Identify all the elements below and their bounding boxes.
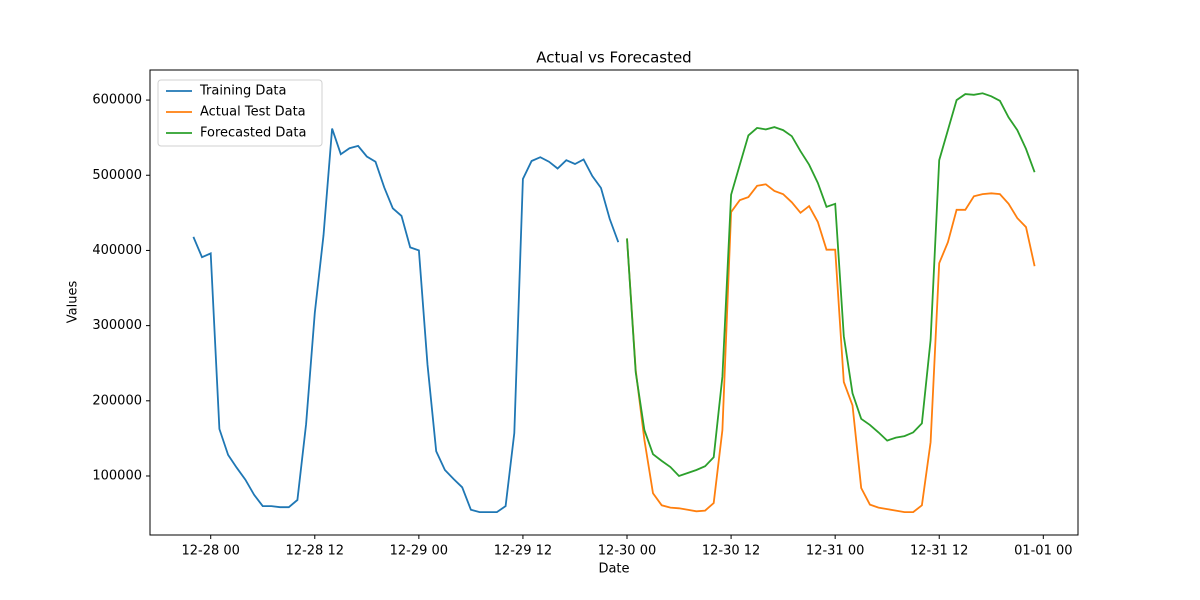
x-tick-label: 12-31 00 [806, 544, 864, 559]
y-tick-label: 400000 [92, 243, 142, 258]
legend-label: Forecasted Data [200, 126, 306, 141]
legend: Training Data Actual Test Data Forecasted … [157, 79, 323, 147]
legend-label: Actual Test Data [200, 105, 306, 120]
legend-label: Training Data [199, 84, 286, 99]
series-line [192, 128, 620, 513]
y-tick-label: 300000 [92, 318, 142, 333]
y-axis-label: Values [66, 281, 81, 324]
x-tick-label: 12-29 00 [390, 544, 448, 559]
x-tick-label: 12-29 12 [494, 544, 552, 559]
x-tick-label: 12-28 12 [286, 544, 344, 559]
x-tick-label: 12-30 00 [598, 544, 656, 559]
x-tick-label: 12-28 00 [181, 544, 239, 559]
x-tick-label: 01-01 00 [1014, 544, 1072, 559]
series-line [626, 92, 1036, 478]
legend-box [157, 79, 323, 147]
plot-frame [149, 69, 1079, 536]
x-tick-label: 12-31 12 [910, 544, 968, 559]
y-tick-label: 200000 [92, 393, 142, 408]
x-axis-label: Date [598, 562, 629, 577]
chart-title: Actual vs Forecasted [536, 49, 691, 67]
x-tick-label: 12-30 12 [702, 544, 760, 559]
y-tick-label: 500000 [92, 168, 142, 183]
series-line [626, 183, 1036, 513]
y-tick-label: 600000 [92, 93, 142, 108]
y-tick-label: 100000 [92, 468, 142, 483]
